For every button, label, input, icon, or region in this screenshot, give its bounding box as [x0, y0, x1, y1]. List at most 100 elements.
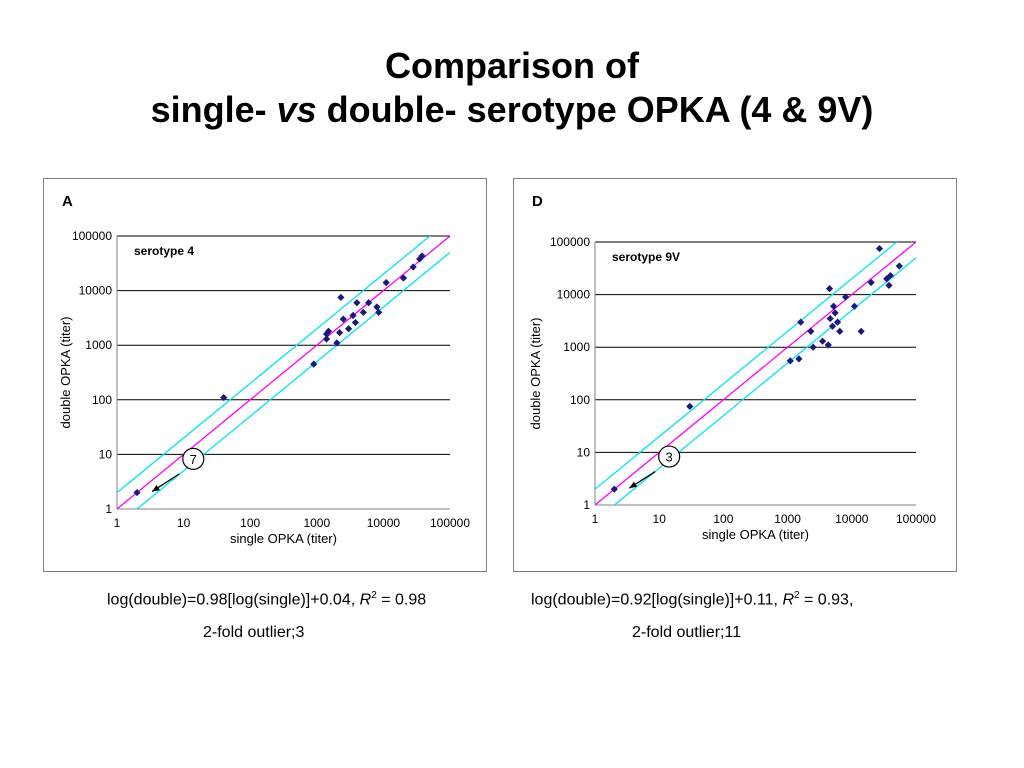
- x-tick-label-a: 1: [114, 516, 121, 530]
- two-fold-lower-line-a: [136, 251, 450, 509]
- caption-a-equation: log(double)=0.98[log(single)]+0.04, R2 =…: [107, 590, 426, 609]
- caption-d-r2-label: R: [782, 591, 794, 609]
- data-point-a-8: [337, 293, 345, 302]
- annotation-circle-d: [658, 445, 681, 468]
- data-point-a-5: [324, 327, 333, 335]
- caption-a-outlier: 2-fold outlier;3: [203, 624, 305, 641]
- y-axis-title-d: double OPKA (titer): [528, 318, 543, 430]
- data-point-d-6: [809, 343, 817, 351]
- data-point-d-13: [831, 309, 839, 317]
- x-tick-label-a: 1000: [303, 516, 330, 530]
- panel-letter-d: D: [532, 193, 543, 210]
- y-axis-title-a: double OPKA (titer): [58, 317, 73, 429]
- annotation-arrowhead-d: [629, 481, 638, 489]
- data-point-a-4: [322, 330, 331, 338]
- caption-a-eq-text: log(double)=0.98[log(single)]+0.04,: [107, 591, 356, 609]
- y-tick-label-a: 10000: [79, 284, 113, 298]
- x-tick-label-d: 10000: [835, 512, 869, 526]
- y-tick-label-a: 1: [105, 502, 112, 516]
- x-tick-label-d: 100: [713, 512, 733, 526]
- y-tick-label-d: 100000: [550, 235, 590, 249]
- x-tick-label-d: 10: [653, 512, 667, 526]
- data-point-d-7: [818, 337, 827, 345]
- y-tick-label-d: 1: [583, 498, 590, 512]
- series-label-a: serotype 4: [134, 244, 194, 258]
- data-point-d-18: [857, 327, 865, 335]
- data-point-d-15: [836, 327, 844, 335]
- data-point-d-17: [850, 302, 859, 310]
- data-point-d-24: [895, 262, 903, 270]
- series-label-d: serotype 9V: [612, 250, 680, 264]
- x-tick-label-d: 100000: [896, 512, 936, 526]
- data-point-d-14: [833, 318, 842, 326]
- y-tick-label-a: 100: [92, 393, 112, 407]
- identity-line-a: [117, 236, 450, 509]
- y-tick-label-d: 1000: [563, 340, 590, 354]
- caption-d-r2-sup: 2: [794, 590, 800, 601]
- chart-d-svg: 11 10 10 100 100 1000 1000 10000 10000 100000 1000…: [528, 193, 936, 542]
- data-point-a-18: [382, 279, 390, 287]
- identity-line-d: [595, 242, 916, 505]
- caption-d-equation: log(double)=0.92[log(single)]+0.11, R2 =…: [531, 590, 853, 609]
- x-tick-label-d: 1: [592, 512, 599, 526]
- data-point-a-12: [351, 318, 360, 327]
- data-point-d-12: [829, 302, 838, 310]
- caption-d-outlier: 2-fold outlier;11: [632, 624, 742, 641]
- panel-letter-a: A: [62, 193, 73, 210]
- y-tick-label-d: 10000: [557, 288, 591, 302]
- data-point-a-7: [336, 329, 344, 337]
- y-tick-label-d: 10: [577, 445, 591, 459]
- x-tick-label-a: 100000: [430, 516, 470, 530]
- caption-a-r2-label: R: [359, 591, 372, 609]
- data-point-d-19: [867, 278, 875, 287]
- title-single: single-: [150, 89, 267, 130]
- y-tick-label-a: 100000: [72, 229, 112, 243]
- data-point-a-9: [339, 315, 347, 323]
- caption-d-r2-value: = 0.93,: [804, 591, 854, 609]
- x-tick-label-a: 100: [240, 516, 260, 530]
- annotation-arrowhead-a: [152, 484, 160, 492]
- title-double: double- serotype OPKA (4 & 9V): [326, 89, 874, 130]
- data-point-d-9: [825, 285, 834, 293]
- annotation-label-a: 7: [190, 452, 197, 467]
- data-point-a-10: [344, 325, 353, 333]
- data-point-a-6: [333, 339, 341, 347]
- data-point-a-13: [353, 299, 361, 307]
- x-axis-title-d: single OPKA (titer): [702, 527, 809, 542]
- page-title: Comparison of single- vs double- serotyp…: [0, 44, 1024, 132]
- data-point-d-20: [875, 244, 884, 253]
- data-point-a-17: [375, 308, 383, 316]
- data-point-d-2: [786, 357, 794, 365]
- caption-d-eq-text: log(double)=0.92[log(single)]+0.11,: [531, 591, 778, 609]
- data-point-d-21: [883, 275, 891, 283]
- data-point-d-5: [807, 327, 815, 335]
- title-line-1: Comparison of: [384, 45, 639, 86]
- y-tick-label-d: 100: [570, 393, 590, 407]
- two-fold-lower-line-d: [613, 256, 916, 505]
- data-point-d-1: [686, 402, 694, 410]
- annotation-label-d: 3: [666, 450, 673, 465]
- caption-a-r2-sup: 2: [371, 590, 377, 601]
- data-point-d-10: [826, 314, 834, 323]
- data-point-a-22: [418, 252, 426, 260]
- two-fold-upper-line-d: [595, 242, 898, 491]
- data-point-d-3: [795, 355, 803, 363]
- title-vs: vs: [276, 89, 317, 130]
- caption-a-r2-value: = 0.98: [381, 591, 427, 609]
- annotation-circle-a: [182, 447, 205, 470]
- data-point-d-23: [886, 271, 895, 280]
- data-point-a-3: [322, 335, 331, 343]
- data-point-a-20: [409, 263, 417, 271]
- data-point-a-14: [359, 308, 367, 316]
- data-point-a-15: [365, 299, 373, 307]
- title-line-2: single- vs double- serotype OPKA (4 & 9V…: [0, 88, 1024, 132]
- data-point-a-11: [349, 311, 357, 320]
- chart-a-svg: 11 10 10 100 100 1000 1000 10000 10000 100000 1000…: [58, 193, 470, 546]
- data-point-a-21: [416, 255, 424, 263]
- y-tick-label-a: 1000: [85, 338, 112, 352]
- x-axis-title-a: single OPKA (titer): [230, 531, 337, 546]
- chart-panel-a: 1 1 10 10 100 100 1000 1000 10000 10000 100000 1000…: [43, 178, 487, 572]
- data-point-d-16: [841, 293, 850, 301]
- x-tick-label-a: 10000: [367, 516, 401, 530]
- x-tick-label-d: 1000: [774, 512, 801, 526]
